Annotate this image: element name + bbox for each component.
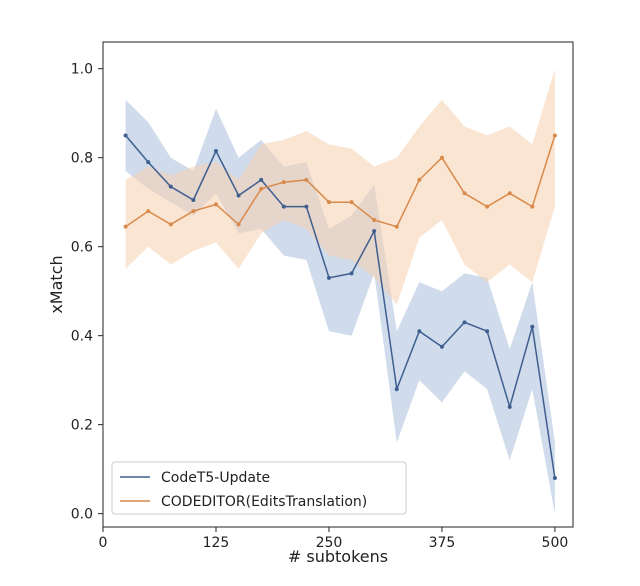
- y-axis-label: xMatch: [47, 255, 66, 313]
- legend-entry: CodeT5-Update: [161, 470, 270, 486]
- codeditor-point: [485, 204, 490, 209]
- codeditor-point: [168, 222, 173, 227]
- series-lines: [125, 134, 556, 479]
- x-tick-label: 125: [203, 535, 230, 551]
- x-tick-label: 500: [542, 535, 569, 551]
- legend-box: [111, 461, 407, 515]
- y-tick-label: 0.2: [71, 418, 93, 434]
- codet5-update-point: [123, 133, 128, 138]
- codet5-update-point: [191, 197, 196, 202]
- codeditor-point: [236, 222, 241, 227]
- codeditor-point: [304, 177, 309, 182]
- codeditor-point: [372, 217, 377, 222]
- y-tick-label: 0.6: [71, 240, 93, 256]
- codeditor-band: [125, 68, 555, 305]
- codet5-update-point: [213, 149, 218, 154]
- y-tick-label: 0.4: [71, 329, 93, 345]
- codet5-update-point: [439, 344, 444, 349]
- codet5-update-point: [349, 271, 354, 276]
- codeditor-point: [259, 186, 264, 191]
- codeditor-point: [213, 202, 218, 207]
- legend-entry: CODEDITOR(EditsTranslation): [161, 494, 367, 510]
- codeditor-point: [394, 224, 399, 229]
- codet5-update-point: [530, 324, 535, 329]
- codeditor-point: [507, 191, 512, 196]
- codet5-update-point: [507, 404, 512, 409]
- codeditor-point: [530, 204, 535, 209]
- x-tick-label: 0: [99, 535, 108, 551]
- codeditor-point: [191, 209, 196, 214]
- y-tick-label: 1.0: [71, 62, 93, 78]
- codet5-update-point: [236, 193, 241, 198]
- codet5-update-point: [394, 387, 399, 392]
- x-tick-label: 375: [429, 535, 456, 551]
- y-tick-label: 0.0: [71, 507, 93, 523]
- codet5-update-point: [462, 320, 467, 325]
- codet5-update-point: [326, 275, 331, 280]
- codeditor-point: [349, 200, 354, 205]
- x-axis-ticks: 0 125 250 375 500: [99, 527, 569, 551]
- x-tick-label: 250: [316, 535, 343, 551]
- codeditor-point: [146, 209, 151, 214]
- codet5-update-point: [281, 204, 286, 209]
- y-tick-label: 0.8: [71, 151, 93, 167]
- codeditor-point: [417, 177, 422, 182]
- y-axis-ticks: 0.0 0.2 0.4 0.6 0.8 1.0: [71, 62, 103, 523]
- legend: CodeT5-Update CODEDITOR(EditsTranslation): [111, 461, 407, 515]
- series-points: [123, 133, 557, 481]
- codet5-update-point: [552, 476, 557, 481]
- x-axis-label: # subtokens: [288, 547, 388, 566]
- codeditor-point: [281, 180, 286, 185]
- codet5-update-point: [485, 329, 490, 334]
- codet5-update-point: [146, 160, 151, 165]
- codet5-update-point: [168, 184, 173, 189]
- codet5-update-point: [372, 229, 377, 234]
- confidence-bands: [125, 68, 555, 514]
- codeditor-point: [123, 224, 128, 229]
- codet5-update-line: [125, 134, 556, 479]
- codet5-update-point: [304, 204, 309, 209]
- codeditor-line: [125, 135, 556, 228]
- codeditor-point: [462, 191, 467, 196]
- codeditor-point: [439, 155, 444, 160]
- codeditor-point: [326, 200, 331, 205]
- codet5-update-point: [259, 177, 264, 182]
- codet5-update-point: [417, 329, 422, 334]
- plot-frame: [102, 41, 574, 528]
- codeditor-point: [552, 133, 557, 138]
